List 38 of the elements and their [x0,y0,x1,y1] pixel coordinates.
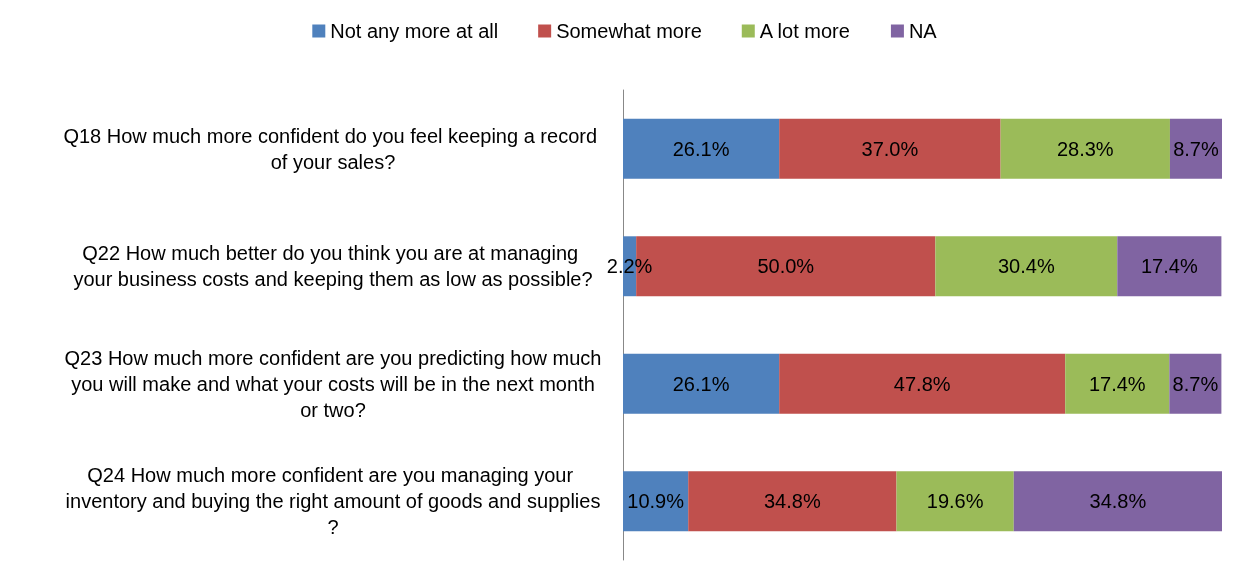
data-label: 2.2% [606,255,653,278]
y-tick-label: Q18 How much more confident do you feel keeping a record of your sales? [63,124,603,173]
y-tick-label: Q24 How much more confident are you managing your inventory and buying the right amount of goods and supplies? [65,464,601,539]
bar [1000,118,1170,179]
bar [779,353,1066,414]
data-label: 17.4% [1088,372,1146,395]
data-label: 34.8% [763,490,821,513]
y-tick-label: Q23 How much more confident are you predicting how much you will make and what your costs will be in the next month or two? [64,346,602,421]
bar [688,471,897,532]
data-label: 50.0% [757,255,815,278]
data-label: 47.8% [893,372,951,395]
y-tick-label: Q22 How much better do you think you are at managing your business costs and keeping them as low as possible? [73,242,593,291]
legend-label: Somewhat more [556,20,702,42]
bar [623,118,780,179]
data-label: 30.4% [997,255,1055,278]
bar [623,471,689,532]
data-label: 10.9% [627,490,685,513]
legend-label: Not any more at all [330,20,499,42]
bar [1169,353,1222,414]
bar [1065,353,1170,414]
data-label: 8.7% [1173,137,1219,160]
bar [779,118,1001,179]
data-label: 28.3% [1056,137,1114,160]
data-label: 19.6% [926,490,984,513]
data-label: 26.1% [672,372,730,395]
bar [896,471,1014,532]
data-label: 8.7% [1172,372,1219,395]
data-label: 17.4% [1140,255,1198,278]
bar [1117,236,1222,297]
bar [623,353,780,414]
bar [1169,118,1222,179]
data-label: 37.0% [861,137,919,160]
legend-label: NA [908,20,938,42]
data-label: 26.1% [672,137,730,160]
legend-label: A lot more [759,20,850,42]
data-label: 34.8% [1089,490,1147,513]
bar [1013,471,1222,532]
bar [935,236,1118,297]
